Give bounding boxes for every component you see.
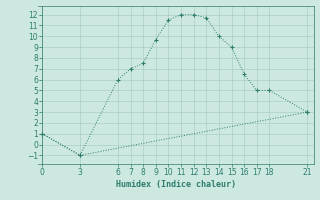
X-axis label: Humidex (Indice chaleur): Humidex (Indice chaleur) bbox=[116, 180, 236, 189]
